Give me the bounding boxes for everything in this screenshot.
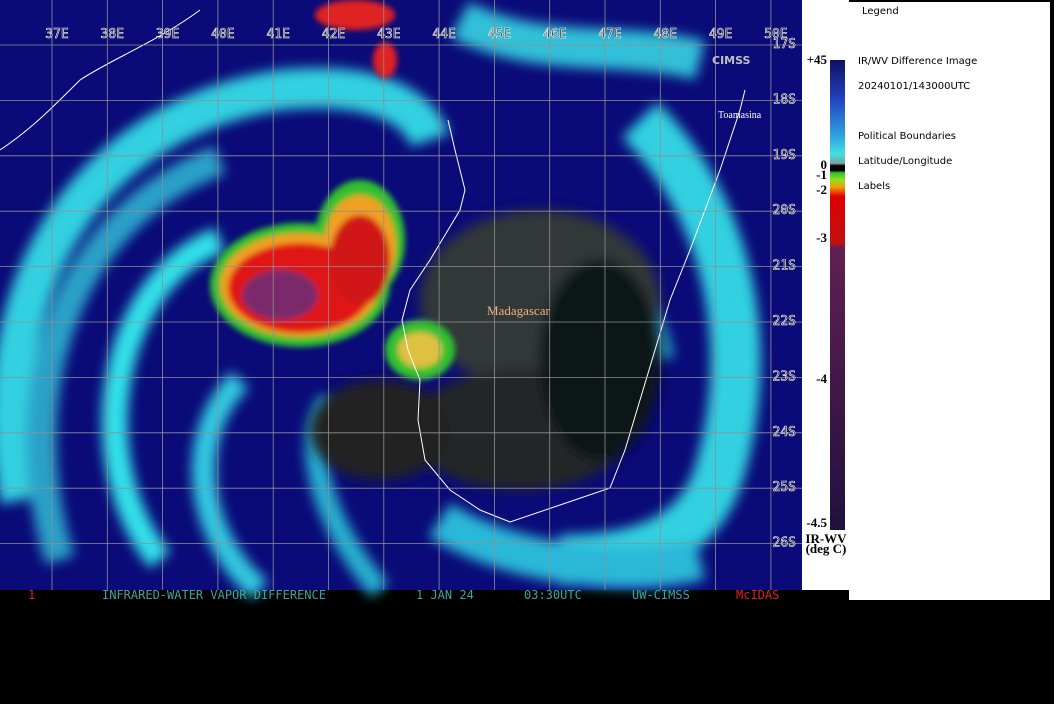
longitude-label: 42E <box>322 27 345 42</box>
legend-item: 20240101/143000UTC <box>858 81 970 92</box>
longitude-label: 48E <box>654 27 677 42</box>
colorbar-unit: (deg C) <box>806 541 847 556</box>
latitude-label: 19S <box>773 148 796 163</box>
latitude-label: 24S <box>773 425 796 440</box>
legend-item: Latitude/Longitude <box>858 156 952 167</box>
latitude-label: 26S <box>773 536 796 551</box>
madagascar-coast <box>401 89 746 523</box>
date: 1 JAN 24 <box>416 588 474 602</box>
latitude-label: 23S <box>773 369 796 384</box>
longitude-label: 50E <box>764 27 787 42</box>
longitude-label: 40E <box>211 27 234 42</box>
legend-item: Political Boundaries <box>858 131 956 142</box>
africa-coast <box>0 9 201 151</box>
legend-item: IR/WV Difference Image <box>858 56 977 67</box>
time: 03:30UTC <box>524 588 582 602</box>
convection <box>210 0 455 380</box>
longitude-label: 46E <box>543 27 566 42</box>
frame-number: 1 <box>28 588 35 602</box>
colorbar-tick-label: -4 <box>816 371 827 386</box>
longitude-label: 47E <box>598 27 621 42</box>
colorbar-tick-label: +45 <box>807 52 828 67</box>
longitude-label: 39E <box>156 27 179 42</box>
source: UW-CIMSS <box>632 588 690 602</box>
colorbar-ticks: +45 0-1-2 -3 -4 -4.5 <box>806 52 827 530</box>
longitude-label: 37E <box>45 27 68 42</box>
latitude-label: 21S <box>773 259 796 274</box>
longitude-label: 44E <box>432 27 455 42</box>
colorbar <box>830 60 845 530</box>
latitude-label: 17S <box>773 37 796 52</box>
legend-items: IR/WV Difference Image 20240101/143000UTC… <box>858 56 977 192</box>
colorbar-tick-label: -4.5 <box>806 515 827 530</box>
legend-panel <box>849 2 1050 600</box>
latitude-label: 20S <box>773 203 796 218</box>
longitude-label: 49E <box>709 27 732 42</box>
legend-item: Labels <box>858 181 890 192</box>
software: McIDAS <box>736 588 779 602</box>
city-label: Toamasina <box>718 110 762 121</box>
latitude-label: 18S <box>773 92 796 107</box>
colorbar-tick-label: 0 <box>821 157 828 172</box>
product: INFRARED-WATER VAPOR DIFFERENCE <box>102 588 326 602</box>
dry-region <box>310 210 660 490</box>
longitude-label: 41E <box>266 27 289 42</box>
latitude-label: 25S <box>773 480 796 495</box>
country-label: Madagascar <box>487 303 550 318</box>
longitude-label: 43E <box>377 27 400 42</box>
logo: CIMSS <box>712 54 751 67</box>
longitude-label: 45E <box>488 27 511 42</box>
longitude-label: 38E <box>101 27 124 42</box>
colorbar-unit: IR-WV <box>805 531 847 546</box>
colorbar-tick-label: -2 <box>816 182 827 197</box>
colorbar-tick-label: -1 <box>816 167 827 182</box>
legend-title: Legend <box>862 6 899 17</box>
colorbar-tick-label: -3 <box>816 230 827 245</box>
latitude-label: 22S <box>773 314 796 329</box>
lat-lon-grid: 37E 38E 39E 40E 41E 42E 43E 44E 45E 46E 47E 48E 49E 5… <box>0 0 802 590</box>
